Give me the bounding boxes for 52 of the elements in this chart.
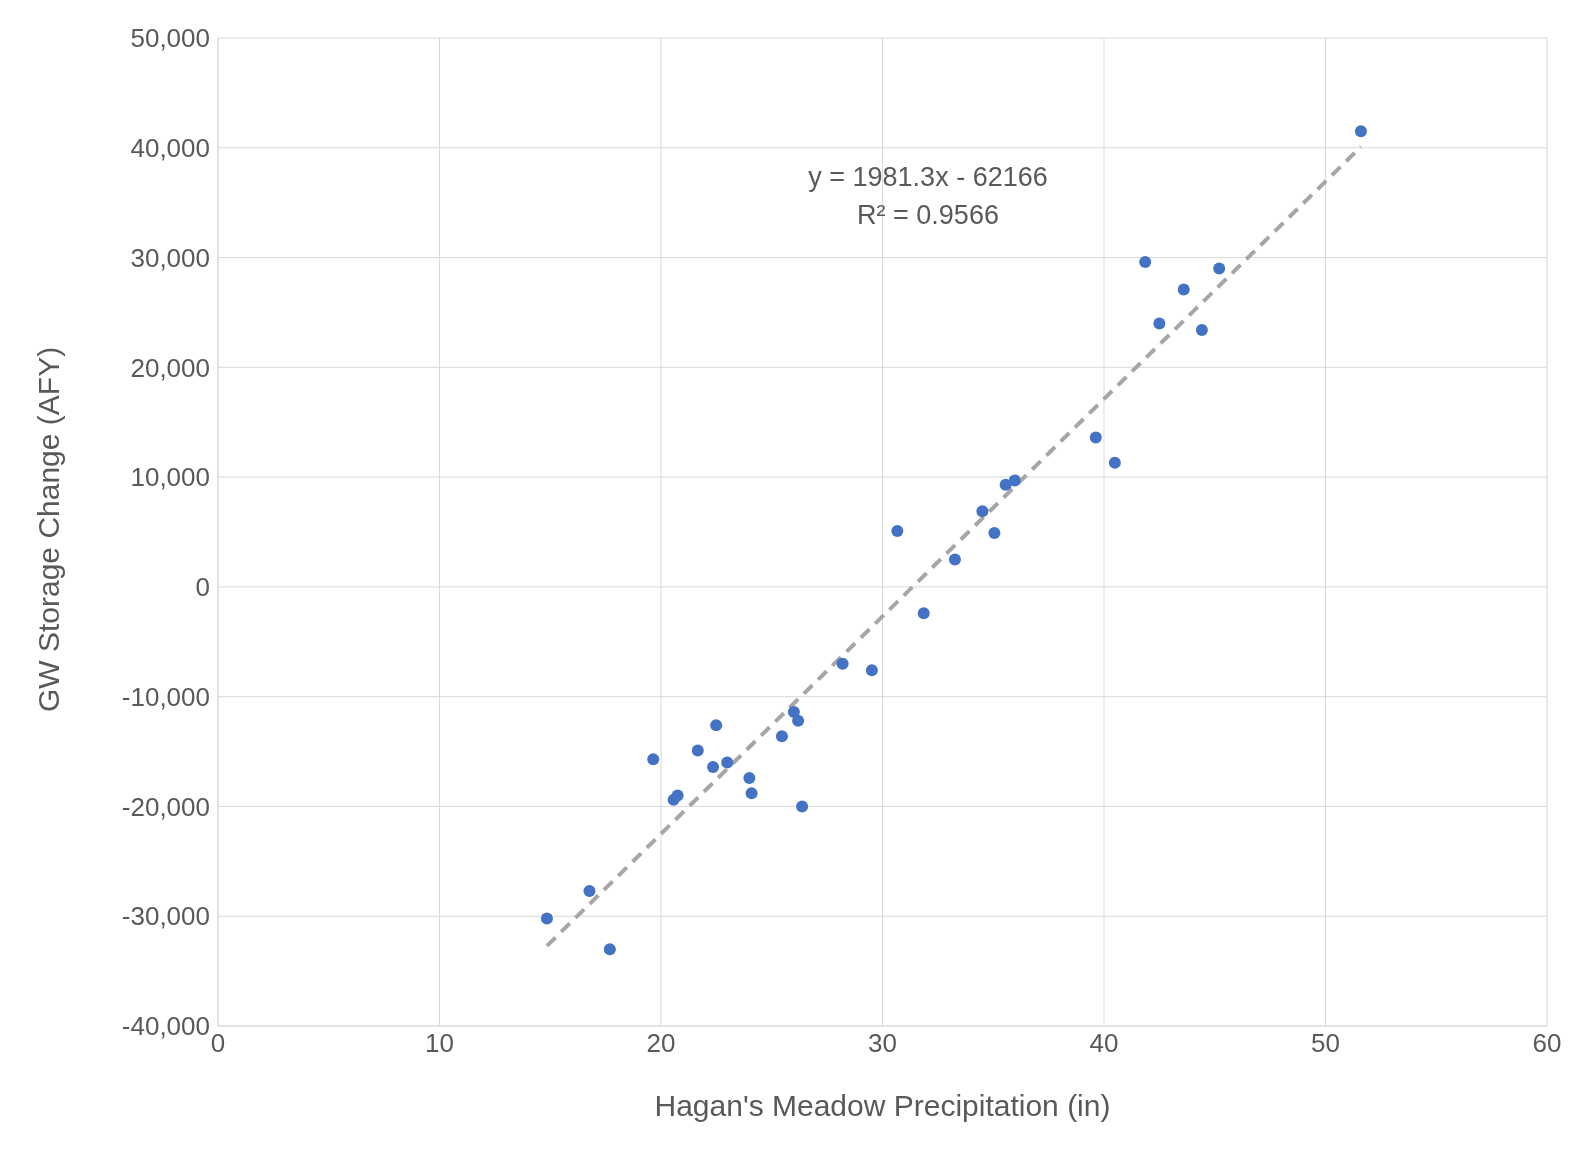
point: [707, 760, 720, 773]
x-tick-label: 30: [868, 1028, 897, 1059]
y-tick-label: 10,000: [130, 462, 210, 493]
point: [836, 657, 849, 670]
point: [710, 719, 723, 732]
y-tick-label: -10,000: [121, 681, 210, 712]
y-tick-label: -20,000: [121, 791, 210, 822]
point: [948, 553, 961, 566]
point: [691, 744, 704, 757]
point: [1089, 431, 1102, 444]
x-tick-label: 40: [1089, 1028, 1119, 1059]
y-tick-label: 20,000: [130, 352, 210, 383]
point: [976, 505, 989, 518]
y-tick-label: 30,000: [130, 242, 210, 273]
point: [988, 527, 1001, 540]
annotation: y = 1981.3x - 62166: [807, 161, 1049, 194]
point: [603, 943, 616, 956]
point: [1213, 262, 1226, 275]
x-tick-label: 60: [1532, 1028, 1562, 1059]
point: [1177, 283, 1190, 296]
point: [1008, 474, 1021, 487]
x-tick-label: 50: [1311, 1028, 1340, 1059]
point: [540, 912, 553, 925]
y-tick-label: 50,000: [130, 23, 210, 54]
y-tick-label: -40,000: [121, 1011, 210, 1042]
point: [917, 607, 930, 620]
point: [1153, 317, 1166, 330]
point: [745, 787, 758, 800]
y-axis-title: GW Storage Change (AFY): [31, 346, 65, 712]
point: [792, 714, 805, 727]
point: [999, 478, 1012, 491]
point: [1139, 255, 1152, 268]
point: [647, 753, 660, 766]
y-tick-label: 40,000: [130, 133, 210, 164]
point: [743, 771, 756, 784]
point: [721, 756, 734, 769]
point: [775, 730, 788, 743]
x-tick-label: 10: [425, 1028, 454, 1059]
point: [1195, 324, 1208, 337]
point: [583, 884, 596, 897]
point: [865, 664, 878, 677]
annotation: R² = 0.9566: [856, 199, 1000, 232]
x-tick-label: 20: [646, 1028, 676, 1059]
point: [787, 706, 800, 719]
point: [796, 800, 809, 813]
point: [1108, 456, 1121, 469]
y-tick-label: -30,000: [121, 901, 210, 932]
point: [671, 789, 684, 802]
x-axis-title: Hagan's Meadow Precipitation (in): [654, 1089, 1111, 1122]
y-tick-label: 0: [195, 572, 210, 603]
point: [1354, 125, 1367, 138]
point: [891, 524, 904, 537]
